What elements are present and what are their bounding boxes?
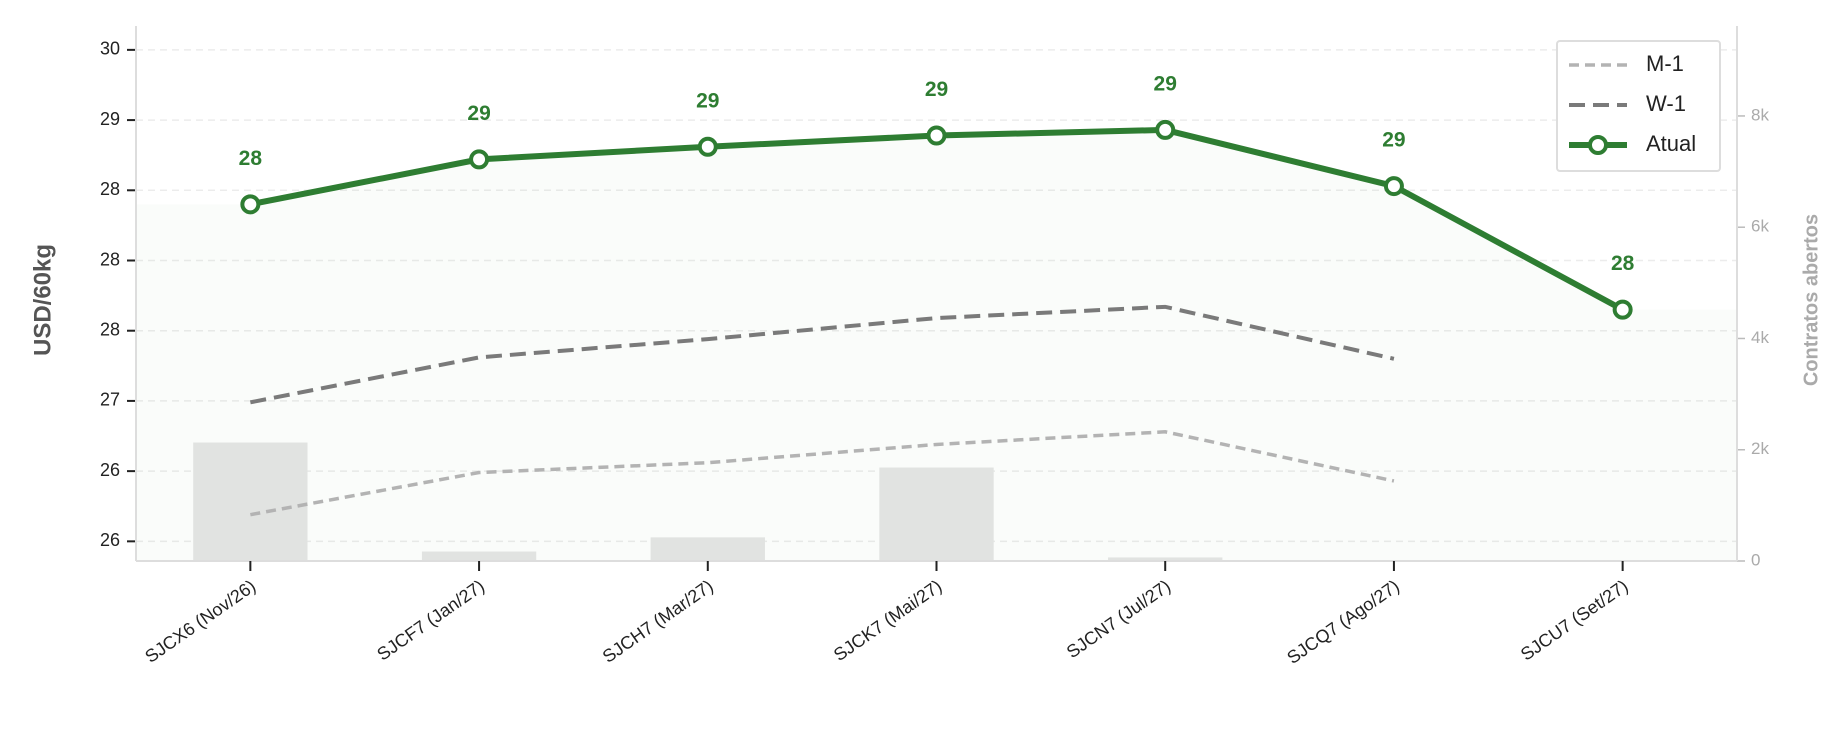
y-tick-label: 26 (100, 460, 120, 480)
data-label: 28 (239, 147, 263, 170)
data-label: 29 (696, 89, 719, 112)
x-tick-label: SJCF7 (Jan/27) (373, 576, 488, 665)
line (250, 430, 1395, 517)
y2-tick-label: 4k (1751, 328, 1769, 347)
bar (879, 467, 994, 561)
bar (1108, 557, 1223, 561)
marker (1155, 119, 1176, 140)
legend-label: W-1 (1646, 91, 1686, 116)
x-tick-label: SJCX6 (Nov/26) (141, 576, 259, 667)
x-tick-label: SJCN7 (Jul/27) (1063, 576, 1174, 662)
bar (193, 442, 308, 561)
bar (650, 537, 765, 561)
data-label: 29 (925, 78, 948, 101)
marker (1383, 176, 1404, 197)
marker (1612, 299, 1633, 320)
y2-axis-label: Contratos abertos (1800, 214, 1822, 386)
x-tick-label: SJCU7 (Set/27) (1517, 576, 1632, 665)
y-tick-label: 30 (100, 39, 120, 59)
y-tick-label: 28 (100, 249, 120, 269)
y2-tick-label: 8k (1751, 105, 1769, 124)
y-axis-label: USD/60kg (29, 244, 56, 356)
marker (926, 125, 947, 146)
marker (240, 194, 261, 215)
x-tick-label: SJCH7 (Mar/27) (599, 576, 717, 667)
y-tick-label: 29 (100, 109, 120, 129)
y-tick-label: 28 (100, 319, 120, 339)
x-tick-label: SJCQ7 (Ago/27) (1283, 576, 1403, 668)
y2-tick-label: 0 (1751, 550, 1760, 569)
y-tick-label: 27 (100, 390, 120, 410)
legend: M-1 W-1 Atual (1556, 40, 1721, 172)
data-label: 29 (1382, 129, 1405, 152)
legend-marker (1588, 135, 1608, 155)
y-tick-label: 28 (100, 179, 120, 199)
y2-tick-label: 2k (1751, 439, 1769, 458)
legend-label: M-1 (1646, 51, 1684, 76)
area (136, 130, 1737, 561)
data-label: 29 (467, 102, 490, 125)
line (249, 304, 1395, 405)
x-tick-label: SJCK7 (Mai/27) (830, 576, 946, 665)
y2-tick-label: 6k (1751, 217, 1769, 236)
bar (421, 551, 537, 561)
data-label: 28 (1611, 252, 1635, 275)
marker (469, 149, 490, 170)
marker (697, 136, 718, 157)
legend-label: Atual (1646, 131, 1696, 156)
data-label: 29 (1154, 72, 1177, 95)
y-tick-label: 26 (100, 530, 120, 550)
